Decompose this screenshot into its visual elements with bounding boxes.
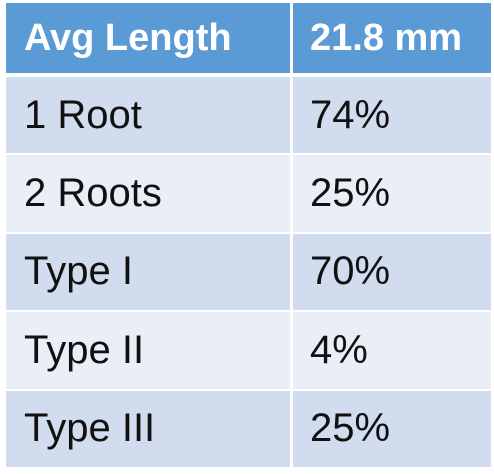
data-table: Avg Length 21.8 mm 1 Root 74% 2 Roots 25… — [6, 3, 491, 469]
table-row-label: 1 Root — [6, 77, 293, 156]
table-row-value: 74% — [293, 77, 491, 156]
table-row-value: 70% — [293, 233, 491, 313]
table-row-label: Type II — [6, 312, 293, 391]
table-row-label: Type I — [6, 233, 293, 313]
table-row-label: Type III — [6, 390, 293, 469]
table-row-value: 25% — [293, 390, 491, 469]
table-row-value: 4% — [293, 312, 491, 391]
header-cell-value: 21.8 mm — [293, 3, 491, 77]
table-row-value: 25% — [293, 155, 491, 234]
header-cell-label: Avg Length — [6, 3, 293, 77]
table-row-label: 2 Roots — [6, 155, 293, 234]
